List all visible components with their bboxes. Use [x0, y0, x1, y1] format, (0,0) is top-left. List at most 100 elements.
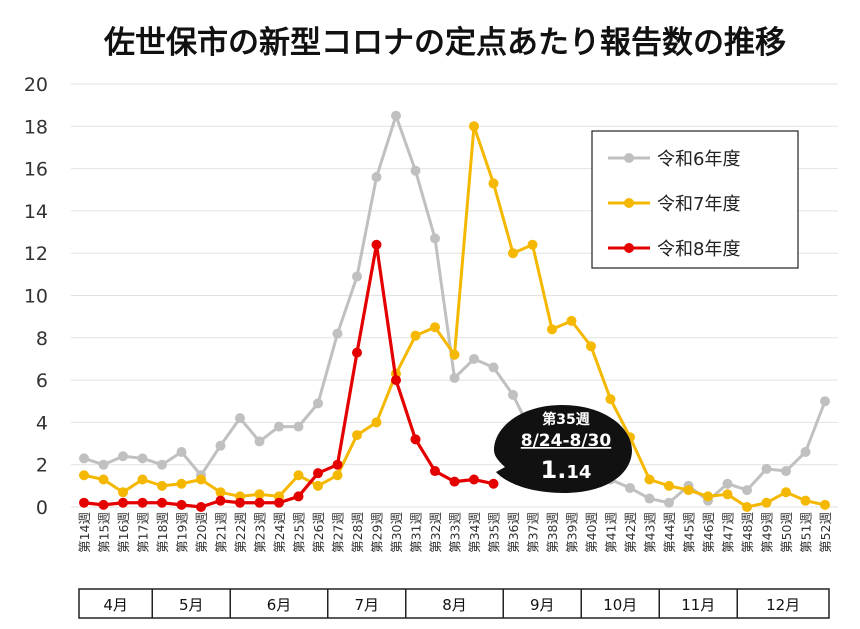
x-tick-label: 第50週 — [779, 512, 794, 553]
data-point — [800, 447, 811, 458]
x-tick-label: 第16週 — [116, 512, 131, 553]
data-point — [469, 474, 479, 485]
data-point — [761, 463, 772, 474]
data-point — [586, 341, 596, 352]
data-point — [313, 398, 323, 409]
data-point — [293, 470, 304, 481]
x-tick-label: 第39週 — [565, 512, 580, 553]
x-tick-label: 第23週 — [253, 512, 268, 553]
data-point — [430, 322, 440, 333]
data-point — [449, 349, 460, 360]
data-point — [196, 474, 206, 485]
y-tick-label: 18 — [24, 116, 48, 138]
legend-swatch-marker — [624, 153, 634, 163]
data-point — [274, 421, 284, 432]
x-tick-label: 第33週 — [448, 512, 463, 553]
data-point — [313, 480, 323, 491]
annotation-callout: 第35週 8/24-8/30 1.14 — [494, 405, 632, 493]
callout-value-dec: 14 — [566, 462, 591, 483]
data-point — [118, 497, 128, 508]
data-point — [118, 487, 128, 498]
data-point — [313, 468, 323, 479]
data-point — [469, 353, 479, 364]
data-point — [254, 497, 265, 508]
callout-week: 第35週 — [542, 411, 589, 428]
x-tick-label: 第15週 — [97, 512, 112, 553]
data-point — [722, 489, 733, 500]
data-point — [371, 172, 382, 183]
data-point — [137, 474, 148, 485]
month-label: 8月 — [442, 596, 467, 614]
month-label: 11月 — [681, 596, 715, 614]
callout-bubble — [494, 405, 632, 493]
x-tick-label: 第17週 — [136, 512, 151, 553]
data-point — [215, 440, 226, 451]
data-point — [176, 447, 187, 458]
data-point — [703, 491, 713, 502]
series-lines — [79, 110, 830, 512]
data-point — [430, 466, 440, 477]
data-point — [488, 362, 499, 373]
data-point — [137, 453, 148, 464]
x-tick-label: 第28週 — [350, 512, 365, 553]
x-tick-label: 第44週 — [662, 512, 677, 553]
data-point — [137, 497, 148, 508]
x-tick-label: 第25週 — [292, 512, 307, 553]
y-axis: 0 2 4 6 8 10 12 14 16 18 20 — [24, 74, 48, 519]
chart-title: 佐世保市の新型コロナの定点あたり報告数の推移 — [103, 25, 786, 61]
data-point — [215, 495, 226, 506]
y-tick-label: 20 — [24, 74, 48, 96]
data-point — [391, 110, 401, 121]
data-point — [761, 497, 772, 508]
data-point — [722, 478, 733, 489]
data-point — [176, 499, 187, 510]
month-label: 6月 — [267, 596, 292, 614]
data-point — [215, 487, 226, 498]
x-tick-label: 第27週 — [331, 512, 346, 553]
data-point — [157, 480, 167, 491]
data-point — [469, 121, 479, 132]
data-point — [332, 459, 343, 470]
y-tick-label: 14 — [24, 201, 48, 223]
x-tick-label: 第26週 — [311, 512, 326, 553]
data-point — [196, 502, 206, 512]
y-tick-label: 16 — [24, 159, 48, 181]
x-tick-label: 第52週 — [818, 512, 833, 553]
data-point — [781, 466, 791, 477]
data-point — [742, 485, 752, 496]
legend-swatch-marker — [624, 243, 634, 253]
month-label: 10月 — [603, 596, 637, 614]
x-axis: 第14週 第15週 第16週 第17週 第18週 第19週 第20週 第21週 第22週 第23週… — [77, 512, 833, 553]
x-tick-label: 第35週 — [487, 512, 502, 553]
y-tick-label: 2 — [36, 455, 48, 477]
legend-entry: 令和8年度 — [657, 239, 740, 260]
data-point — [410, 434, 421, 445]
month-label: 5月 — [179, 596, 204, 614]
data-point — [449, 372, 460, 383]
x-tick-label: 第30週 — [389, 512, 404, 553]
month-label: 9月 — [530, 596, 555, 614]
data-point — [800, 495, 811, 506]
legend-entry: 令和6年度 — [657, 149, 740, 170]
y-tick-label: 8 — [36, 328, 48, 350]
data-point — [79, 470, 89, 481]
x-tick-label: 第36週 — [506, 512, 521, 553]
x-tick-label: 第34週 — [467, 512, 482, 553]
data-point — [644, 474, 655, 485]
x-tick-label: 第40週 — [584, 512, 599, 553]
x-tick-label: 第19週 — [175, 512, 190, 553]
x-tick-label: 第22週 — [233, 512, 248, 553]
data-point — [410, 165, 421, 176]
data-point — [820, 499, 830, 510]
legend-entry: 令和7年度 — [657, 194, 740, 215]
y-tick-label: 4 — [36, 412, 48, 434]
month-box — [78, 588, 830, 619]
y-tick-label: 6 — [36, 370, 48, 392]
x-tick-label: 第31週 — [409, 512, 424, 553]
x-tick-label: 第45週 — [682, 512, 697, 553]
data-point — [293, 491, 304, 502]
x-tick-label: 第47週 — [721, 512, 736, 553]
data-point — [79, 453, 89, 464]
x-tick-label: 第32週 — [428, 512, 443, 553]
